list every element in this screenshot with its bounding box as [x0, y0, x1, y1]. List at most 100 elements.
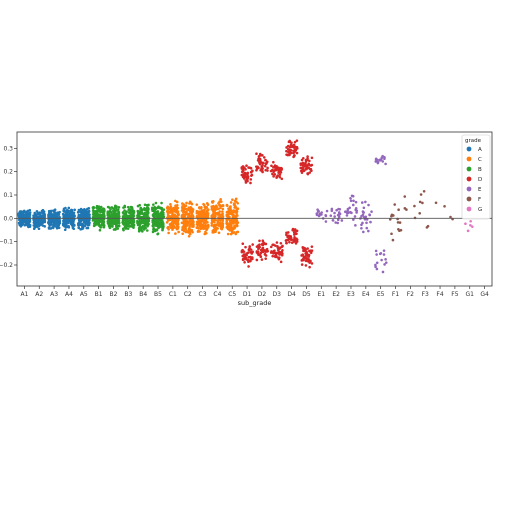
data-point-c5 [226, 227, 230, 231]
data-point-c3 [199, 227, 203, 231]
data-point-c5 [234, 197, 238, 201]
data-point-c4 [221, 212, 224, 216]
data-point-b5 [156, 232, 159, 236]
data-point-b5 [155, 224, 159, 227]
data-point-d4 [293, 140, 297, 144]
data-point-b1 [99, 226, 102, 229]
data-point-e3 [350, 211, 353, 215]
data-point-c5 [229, 223, 233, 227]
data-point-c2 [185, 224, 189, 227]
data-point-b2 [110, 215, 114, 218]
data-point-c1 [167, 228, 170, 231]
data-point-e5 [374, 249, 378, 253]
data-point-c4 [219, 198, 222, 201]
data-point-b5 [157, 221, 160, 225]
data-point-c3 [199, 221, 203, 224]
data-point-c5 [236, 214, 239, 217]
data-point-b5 [151, 209, 154, 212]
data-point-b4 [143, 203, 147, 207]
data-point-d3 [273, 169, 276, 172]
data-point-c2 [185, 207, 188, 211]
data-point-a2 [41, 215, 44, 218]
data-point-c1 [176, 220, 180, 224]
data-point-f3 [422, 190, 426, 193]
data-point-e5 [380, 258, 383, 262]
data-point-c4 [214, 228, 218, 232]
data-point-e4 [364, 215, 368, 219]
x-tick-label-c5: C5 [228, 291, 236, 298]
data-point-b3 [124, 220, 128, 224]
data-point-d2 [255, 258, 259, 262]
data-point-b4 [144, 226, 147, 230]
data-point-a1 [18, 215, 21, 219]
data-point-b4 [137, 229, 141, 233]
data-point-d5 [306, 172, 310, 176]
data-point-f1 [397, 208, 400, 212]
data-point-b2 [116, 215, 120, 219]
data-point-c5 [233, 210, 237, 213]
data-point-b5 [154, 215, 157, 218]
data-point-a2 [43, 225, 46, 228]
data-point-b1 [99, 210, 102, 214]
data-point-c5 [230, 231, 234, 235]
data-point-e4 [365, 221, 368, 225]
x-tick-label-b2: B2 [110, 291, 118, 298]
data-point-c1 [176, 224, 180, 228]
data-point-d2 [262, 161, 265, 165]
data-point-c1 [167, 231, 170, 235]
data-point-a2 [37, 215, 41, 219]
data-point-b2 [111, 207, 115, 210]
data-point-b2 [114, 217, 118, 221]
data-point-d5 [307, 162, 311, 166]
data-point-b3 [124, 214, 127, 217]
data-point-d5 [299, 169, 303, 173]
data-point-a2 [37, 227, 41, 230]
data-point-b5 [151, 219, 154, 222]
data-point-a1 [26, 212, 30, 215]
data-point-c4 [215, 226, 218, 230]
data-point-a4 [70, 221, 74, 225]
data-point-a4 [71, 213, 75, 217]
data-point-e5 [384, 258, 387, 261]
data-point-d1 [241, 169, 245, 172]
data-point-c3 [205, 206, 209, 209]
data-point-e2 [333, 215, 336, 218]
data-point-f1 [398, 229, 401, 232]
data-point-c5 [225, 211, 229, 214]
data-point-e1 [320, 211, 323, 214]
data-point-d2 [261, 167, 264, 170]
legend-label-g: G [478, 207, 482, 213]
data-point-e4 [361, 210, 365, 213]
data-point-g1 [469, 223, 472, 227]
data-point-b5 [160, 213, 163, 217]
data-point-b4 [142, 212, 146, 216]
data-point-c1 [168, 223, 172, 226]
data-point-d3 [272, 251, 276, 255]
data-point-b1 [95, 220, 99, 224]
data-point-d1 [243, 260, 246, 264]
data-point-d1 [249, 250, 252, 254]
x-tick-label-a3: A3 [50, 291, 58, 298]
data-point-e2 [330, 209, 334, 213]
data-point-c4 [216, 219, 219, 223]
data-point-c3 [195, 209, 199, 213]
data-point-d1 [248, 245, 252, 248]
data-point-a2 [36, 221, 40, 224]
data-point-c3 [200, 214, 204, 217]
data-point-c5 [229, 219, 232, 222]
data-point-a1 [21, 222, 25, 226]
data-point-e4 [362, 230, 365, 234]
data-point-a4 [65, 211, 68, 215]
data-point-a4 [67, 206, 71, 210]
data-point-a1 [21, 212, 25, 216]
data-point-d4 [294, 148, 297, 152]
data-point-c1 [176, 218, 180, 222]
data-point-e4 [368, 213, 371, 217]
data-point-d4 [295, 139, 299, 142]
data-point-f2 [413, 216, 417, 220]
data-point-c4 [217, 207, 220, 211]
data-point-e2 [331, 219, 335, 222]
data-point-b5 [161, 223, 165, 227]
data-point-c1 [177, 230, 180, 234]
data-point-b4 [142, 221, 145, 225]
